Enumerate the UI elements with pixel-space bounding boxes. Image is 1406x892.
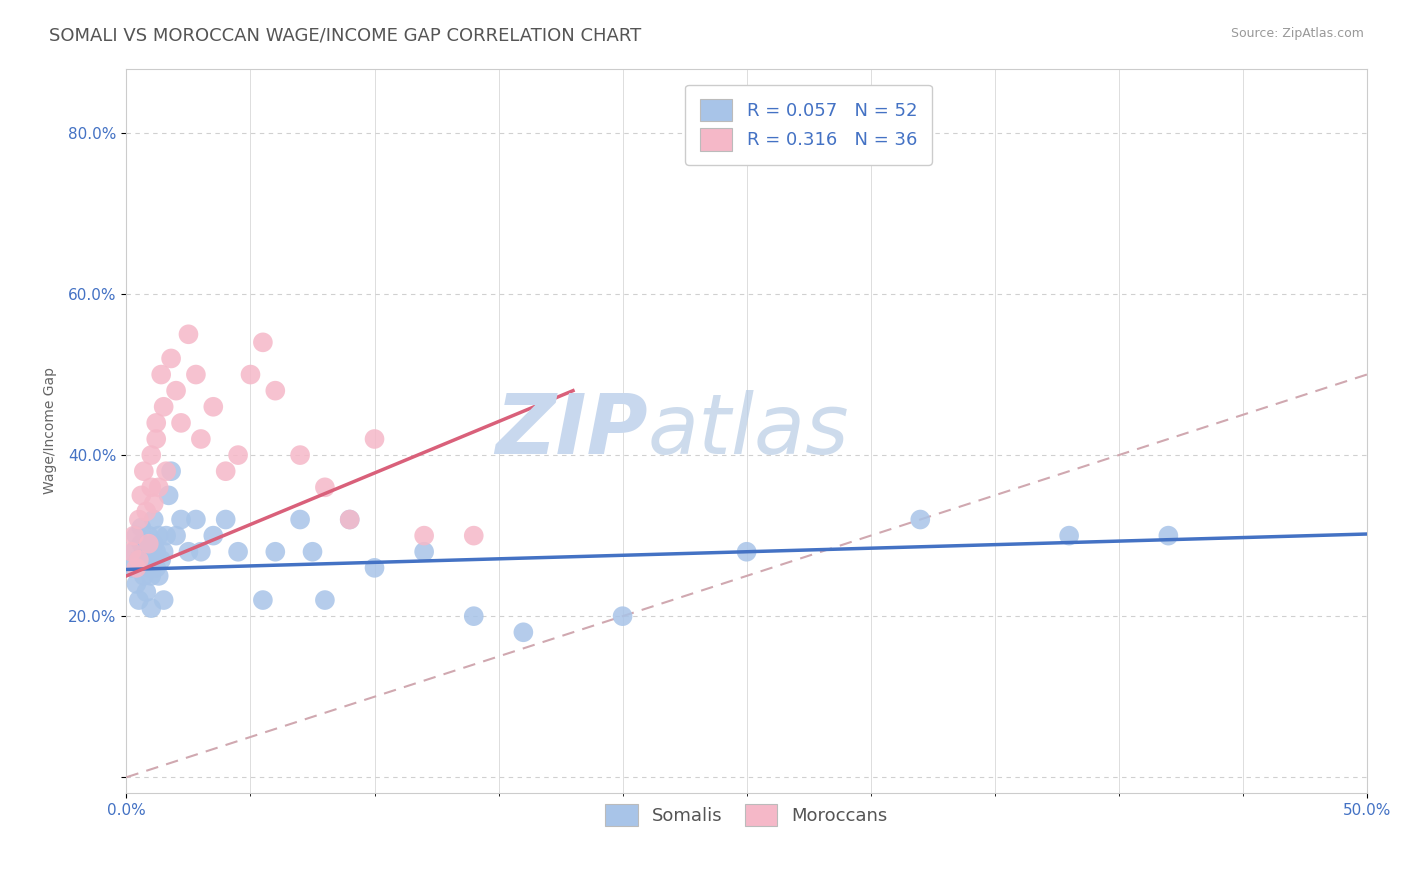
Point bbox=[125, 528, 148, 542]
Point bbox=[339, 512, 361, 526]
Point bbox=[131, 520, 153, 534]
Point bbox=[184, 512, 207, 526]
Point bbox=[148, 480, 170, 494]
Point bbox=[264, 545, 287, 559]
Point bbox=[155, 528, 177, 542]
Point bbox=[152, 400, 174, 414]
Point bbox=[142, 496, 165, 510]
Point bbox=[120, 545, 142, 559]
Point bbox=[301, 545, 323, 559]
Point bbox=[131, 537, 153, 551]
Point bbox=[141, 569, 163, 583]
Point bbox=[155, 464, 177, 478]
Legend: Somalis, Moroccans: Somalis, Moroccans bbox=[596, 795, 897, 835]
Point bbox=[122, 545, 145, 559]
Point bbox=[125, 561, 148, 575]
Point bbox=[145, 561, 167, 575]
Text: SOMALI VS MOROCCAN WAGE/INCOME GAP CORRELATION CHART: SOMALI VS MOROCCAN WAGE/INCOME GAP CORRE… bbox=[49, 27, 641, 45]
Point bbox=[132, 464, 155, 478]
Point bbox=[128, 593, 150, 607]
Point bbox=[363, 561, 385, 575]
Point bbox=[314, 480, 336, 494]
Point bbox=[177, 327, 200, 342]
Point bbox=[202, 400, 225, 414]
Point bbox=[128, 553, 150, 567]
Point bbox=[135, 504, 157, 518]
Point bbox=[120, 561, 142, 575]
Y-axis label: Wage/Income Gap: Wage/Income Gap bbox=[44, 368, 58, 494]
Point bbox=[142, 512, 165, 526]
Point bbox=[239, 368, 262, 382]
Point bbox=[463, 528, 485, 542]
Point bbox=[131, 488, 153, 502]
Point bbox=[132, 569, 155, 583]
Point bbox=[125, 577, 148, 591]
Point bbox=[138, 537, 160, 551]
Point bbox=[138, 528, 160, 542]
Point bbox=[735, 545, 758, 559]
Point bbox=[150, 368, 173, 382]
Text: Source: ZipAtlas.com: Source: ZipAtlas.com bbox=[1230, 27, 1364, 40]
Point bbox=[1157, 528, 1180, 542]
Text: ZIP: ZIP bbox=[495, 391, 647, 472]
Point bbox=[226, 545, 249, 559]
Point bbox=[128, 512, 150, 526]
Point bbox=[512, 625, 534, 640]
Point bbox=[138, 561, 160, 575]
Point bbox=[160, 351, 183, 366]
Point bbox=[463, 609, 485, 624]
Point bbox=[170, 416, 193, 430]
Point bbox=[122, 528, 145, 542]
Point bbox=[215, 512, 238, 526]
Point bbox=[363, 432, 385, 446]
Point bbox=[190, 432, 212, 446]
Point bbox=[152, 593, 174, 607]
Point bbox=[148, 528, 170, 542]
Point bbox=[141, 448, 163, 462]
Point bbox=[215, 464, 238, 478]
Point bbox=[177, 545, 200, 559]
Point bbox=[148, 569, 170, 583]
Point bbox=[910, 512, 932, 526]
Point bbox=[202, 528, 225, 542]
Point bbox=[288, 512, 311, 526]
Point bbox=[339, 512, 361, 526]
Point bbox=[135, 585, 157, 599]
Point bbox=[252, 335, 274, 350]
Point bbox=[190, 545, 212, 559]
Point bbox=[145, 432, 167, 446]
Point bbox=[264, 384, 287, 398]
Point bbox=[170, 512, 193, 526]
Point bbox=[413, 545, 436, 559]
Point bbox=[145, 416, 167, 430]
Point bbox=[145, 545, 167, 559]
Point bbox=[128, 553, 150, 567]
Point bbox=[413, 528, 436, 542]
Point bbox=[314, 593, 336, 607]
Point bbox=[157, 488, 180, 502]
Point bbox=[141, 545, 163, 559]
Point bbox=[252, 593, 274, 607]
Point bbox=[142, 537, 165, 551]
Point bbox=[1057, 528, 1080, 542]
Point bbox=[165, 384, 187, 398]
Point bbox=[135, 553, 157, 567]
Point bbox=[150, 553, 173, 567]
Point bbox=[160, 464, 183, 478]
Point bbox=[184, 368, 207, 382]
Point bbox=[141, 480, 163, 494]
Point bbox=[132, 545, 155, 559]
Point bbox=[288, 448, 311, 462]
Point bbox=[152, 545, 174, 559]
Text: atlas: atlas bbox=[647, 391, 849, 472]
Point bbox=[165, 528, 187, 542]
Point bbox=[226, 448, 249, 462]
Point bbox=[612, 609, 634, 624]
Point bbox=[141, 601, 163, 615]
